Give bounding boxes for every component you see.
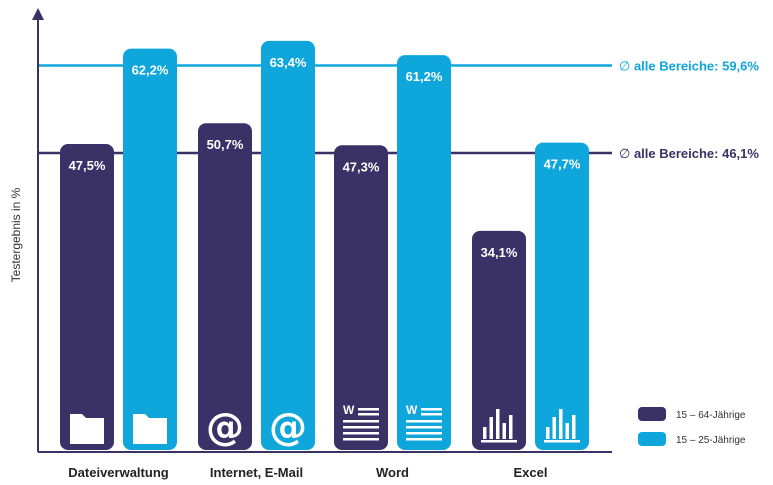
reference-line-label: ∅ alle Bereiche: 46,1% bbox=[619, 146, 759, 161]
bar bbox=[60, 143, 114, 450]
bars: 47,5% 50,7% @47,3% W 34,1% 62,2% 63,4% @61,2% W 4… bbox=[60, 40, 589, 451]
x-tick-label: Word bbox=[376, 465, 409, 480]
y-axis-arrow bbox=[32, 8, 44, 20]
bar-value-label: 61,2% bbox=[406, 69, 443, 84]
bar-value-label: 47,7% bbox=[544, 157, 581, 172]
bar-chart-icon bbox=[481, 409, 517, 443]
bar bbox=[334, 145, 388, 450]
axes: Testergebnis in % bbox=[9, 8, 612, 453]
svg-text:@: @ bbox=[269, 405, 307, 449]
x-tick-label: Internet, E-Mail bbox=[210, 465, 303, 480]
bar bbox=[198, 123, 252, 450]
folder-icon bbox=[70, 414, 104, 444]
category-labels: Dateiverwaltung Internet, E-Mail Word Excel bbox=[68, 465, 547, 480]
bar-value-label: 50,7% bbox=[207, 137, 244, 152]
legend: 15 – 64-Jährige 15 – 25-Jährige bbox=[638, 407, 746, 446]
y-axis-label: Testergebnis in % bbox=[9, 187, 23, 282]
bar-value-label: 62,2% bbox=[132, 63, 169, 78]
svg-text:@: @ bbox=[206, 405, 244, 449]
reference-line-value: alle Bereiche: 46,1% bbox=[634, 146, 759, 161]
at-sign-icon: @ bbox=[206, 405, 244, 449]
bar-value-label: 47,3% bbox=[343, 159, 380, 174]
bar bbox=[261, 40, 315, 451]
legend-swatch bbox=[638, 432, 666, 446]
bar-value-label: 34,1% bbox=[481, 245, 518, 260]
bar bbox=[397, 55, 451, 451]
word-document-icon: W bbox=[343, 403, 379, 441]
average-symbol: ∅ bbox=[619, 59, 634, 74]
legend-label: 15 – 25-Jährige bbox=[676, 435, 746, 446]
legend-swatch bbox=[638, 407, 666, 421]
bar-value-label: 47,5% bbox=[69, 158, 106, 173]
word-document-icon: W bbox=[406, 403, 442, 441]
bar-value-label: 63,4% bbox=[270, 55, 307, 70]
average-symbol: ∅ bbox=[619, 146, 634, 161]
bar bbox=[123, 48, 177, 450]
folder-icon bbox=[133, 414, 167, 444]
x-tick-label: Dateiverwaltung bbox=[68, 465, 168, 480]
x-tick-label: Excel bbox=[514, 465, 548, 480]
at-sign-icon: @ bbox=[269, 405, 307, 449]
legend-label: 15 – 64-Jährige bbox=[676, 410, 746, 421]
reference-line-label: ∅ alle Bereiche: 59,6% bbox=[619, 59, 759, 74]
bar bbox=[535, 142, 589, 450]
svg-text:W: W bbox=[343, 403, 355, 417]
svg-text:W: W bbox=[406, 403, 418, 417]
reference-line-value: alle Bereiche: 59,6% bbox=[634, 59, 759, 74]
bar-chart-icon bbox=[544, 409, 580, 443]
bar bbox=[472, 230, 526, 450]
